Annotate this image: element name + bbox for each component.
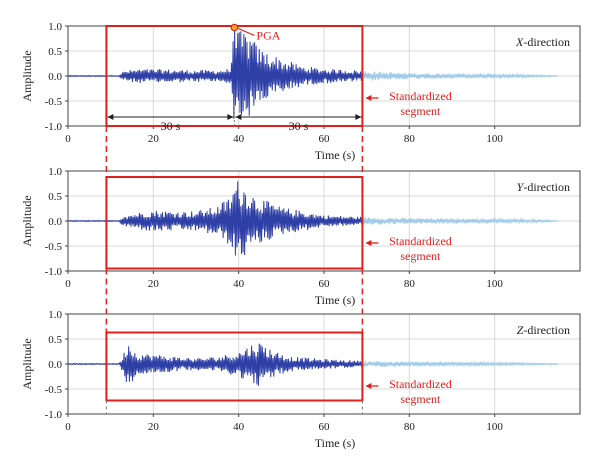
right-span-arrow-head-left: [235, 114, 242, 120]
x-tick-label: 40: [233, 133, 245, 145]
x-axis-label: Time (s): [315, 148, 356, 162]
x-tick-label: 60: [319, 133, 331, 145]
segment-callout-arrowhead: [365, 383, 372, 389]
y-axis-label: Amplitude: [20, 195, 34, 246]
direction-suffix: -direction: [523, 35, 570, 49]
pga-callout-line: [238, 27, 255, 37]
direction-suffix: -direction: [523, 323, 570, 337]
segment-label-line2: segment: [400, 392, 441, 406]
x-tick-label: 80: [404, 278, 416, 290]
y-tick-label: 1.0: [48, 21, 62, 33]
series-line-pre-segment: [67, 219, 108, 223]
right-span-label: 30 s: [289, 119, 309, 133]
y-tick-label: -0.5: [45, 241, 63, 253]
x-tick-label: 0: [65, 278, 71, 290]
x-tick-label: 100: [486, 133, 503, 145]
y-tick-label: 0.5: [48, 46, 62, 58]
series-line-pre-segment: [67, 74, 108, 78]
y-tick-label: 0.0: [48, 71, 62, 83]
segment-label-line2: segment: [400, 104, 441, 118]
direction-label: X-direction: [515, 35, 570, 49]
axes-layer: -1.0 -0.5 0.0 0.5 1.0 0 20 40 60 80 100 Time (s) Amp…: [20, 21, 581, 450]
direction-suffix: -direction: [523, 180, 570, 194]
x-axis-label: Time (s): [315, 293, 356, 307]
pga-marker: [230, 23, 239, 32]
x-tick-label: 60: [319, 278, 331, 290]
x-tick-label: 40: [233, 278, 245, 290]
x-tick-label: 0: [65, 421, 71, 433]
segment-callout-arrowhead: [365, 240, 372, 246]
left-span-label: 30 s: [161, 119, 181, 133]
y-tick-label: 0.5: [48, 334, 62, 346]
segment-callout-arrowhead: [365, 95, 372, 101]
standardized-segment-box: [105, 331, 364, 402]
segment-label-line1: Standardized: [389, 89, 452, 103]
y-tick-label: -1.0: [45, 121, 63, 133]
direction-label: Y-direction: [517, 180, 570, 194]
series-line-pre-segment: [67, 362, 108, 366]
y-tick-label: 0.0: [48, 216, 62, 228]
segment-label-line1: Standardized: [389, 234, 452, 248]
segment-label-line2: segment: [400, 249, 441, 263]
y-tick-label: -0.5: [45, 384, 63, 396]
y-axis-label: Amplitude: [20, 338, 34, 389]
y-axis-label: Amplitude: [20, 50, 34, 101]
y-tick-label: 0.5: [48, 191, 62, 203]
series-line-post-segment: [361, 71, 559, 81]
x-tick-label: 100: [486, 421, 503, 433]
series-line-segment: [106, 181, 363, 256]
standardized-segment-box: [105, 176, 364, 270]
x-tick-label: 80: [404, 421, 416, 433]
x-tick-label: 20: [148, 278, 160, 290]
y-tick-label: -0.5: [45, 96, 63, 108]
left-span-arrow-head-left: [107, 114, 114, 120]
pga-label: PGA: [256, 29, 280, 43]
y-tick-label: 1.0: [48, 309, 62, 321]
direction-letter: Z: [517, 323, 524, 337]
series-line-post-segment: [361, 360, 559, 368]
x-tick-label: 0: [65, 133, 71, 145]
x-axis-label: Time (s): [315, 436, 356, 450]
direction-letter: X: [515, 35, 524, 49]
series-line-segment: [106, 343, 363, 386]
x-tick-label: 60: [319, 421, 331, 433]
segment-label-line1: Standardized: [389, 377, 452, 391]
right-span-arrow-head-right: [355, 114, 362, 120]
x-tick-label: 80: [404, 133, 416, 145]
direction-label: Z-direction: [517, 323, 570, 337]
y-tick-label: 1.0: [48, 166, 62, 178]
x-tick-label: 40: [233, 421, 245, 433]
x-tick-label: 100: [486, 278, 503, 290]
x-tick-label: 20: [148, 421, 160, 433]
direction-letter: Y: [517, 180, 525, 194]
left-span-arrow-head-right: [227, 114, 234, 120]
y-tick-label: 0.0: [48, 359, 62, 371]
y-tick-label: -1.0: [45, 266, 63, 278]
y-tick-label: -1.0: [45, 409, 63, 421]
series-line-post-segment: [361, 217, 559, 225]
x-tick-label: 20: [148, 133, 160, 145]
